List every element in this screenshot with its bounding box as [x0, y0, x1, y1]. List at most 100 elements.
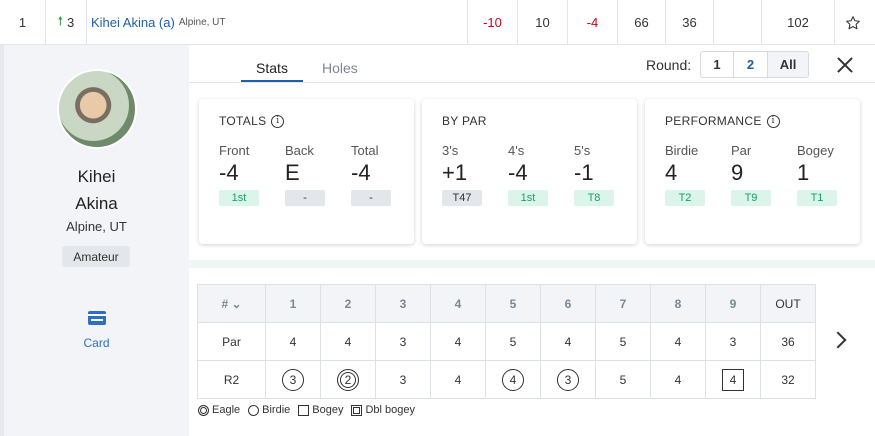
par-value: 5 — [595, 322, 651, 361]
total-cell: 102 — [762, 0, 835, 45]
out-header: OUT — [760, 284, 816, 323]
movement-value: 3 — [66, 15, 75, 30]
double-bogey-legend-icon — [351, 404, 363, 416]
par-value: 3 — [705, 322, 761, 361]
totals-card: TOTALS i Front -4 1st Back E - Total -4 - — [199, 99, 414, 244]
close-icon[interactable] — [835, 55, 855, 75]
thru-cell: 10 — [518, 0, 568, 45]
hole-number: 2 — [320, 284, 376, 323]
totals-title: TOTALS i — [219, 114, 285, 128]
by-par-title: BY PARi — [442, 114, 487, 128]
bogey-score: 4 — [722, 368, 744, 391]
player-cell: Kihei Akina (a) Alpine, UT — [87, 0, 468, 45]
bogey-legend-icon — [298, 404, 310, 416]
hole-sort-header[interactable]: # ⌄ — [197, 284, 266, 323]
par-value: 5 — [485, 322, 541, 361]
chevron-right-icon[interactable] — [832, 331, 846, 349]
scorecard-icon[interactable] — [88, 311, 106, 325]
legend-eagle: Eagle — [212, 404, 241, 416]
eagle-score: 2 — [337, 368, 359, 391]
legend-bogey: Bogey — [312, 404, 344, 416]
rank-chip: T8 — [574, 190, 614, 206]
par-row: Par 4 4 3 4 5 4 5 4 3 36 — [197, 322, 816, 361]
stat-value: -4 — [351, 160, 371, 185]
birdie-legend-icon — [248, 404, 260, 416]
leaderboard-row[interactable]: 1 🠕 3 Kihei Akina (a) Alpine, UT -10 10 … — [0, 0, 875, 45]
stat-value: 9 — [731, 160, 744, 185]
par-out: 36 — [760, 322, 816, 361]
stat-label: 5's — [574, 143, 591, 158]
rank-chip: 1st — [219, 190, 259, 206]
par-score: 4 — [454, 372, 462, 387]
hole-number: 1 — [265, 284, 321, 323]
eagle-legend-icon — [198, 404, 209, 416]
stat-value: -4 — [508, 160, 528, 185]
status-badge: Amateur — [62, 246, 130, 267]
tab-stats[interactable]: Stats — [241, 60, 303, 83]
hole-number: 7 — [595, 284, 651, 323]
score-legend: Eagle Birdie Bogey Dbl bogey — [198, 404, 415, 416]
stat-value: +1 — [442, 160, 468, 185]
position-cell: 1 — [0, 0, 46, 45]
card-link[interactable]: Card — [83, 336, 110, 350]
rank-chip: - — [351, 190, 391, 206]
stat-value: 1 — [797, 160, 810, 185]
round-selector: 1 2 All — [700, 51, 809, 78]
rank-chip: T1 — [797, 190, 837, 206]
stat-label: Par — [731, 143, 752, 158]
player-name-link[interactable]: Kihei Akina (a) — [91, 15, 175, 30]
par-score: 3 — [399, 372, 407, 387]
par-value: 4 — [320, 322, 376, 361]
round3-cell — [714, 0, 762, 45]
stat-label: Front — [219, 143, 250, 158]
hole-number: 6 — [540, 284, 596, 323]
info-icon[interactable]: i — [271, 114, 285, 128]
hole-number: 9 — [705, 284, 761, 323]
birdie-score: 3 — [557, 368, 579, 391]
tabs-divider — [189, 82, 875, 83]
by-par-card: BY PARi 3's +1 T47 4's -4 1st 5's -1 T8 — [422, 99, 637, 244]
stat-label: Total — [351, 143, 379, 158]
hole-row: # ⌄ 1 2 3 4 5 6 7 8 9 OUT — [197, 284, 816, 323]
rank-chip: T2 — [665, 190, 705, 206]
stat-label: Bogey — [797, 143, 834, 158]
legend-dbl-bogey: Dbl bogey — [365, 404, 416, 416]
round1-cell: 66 — [618, 0, 666, 45]
stat-value: -4 — [219, 160, 239, 185]
hole-number: 4 — [430, 284, 486, 323]
legend-birdie: Birdie — [262, 404, 291, 416]
stat-value: -1 — [574, 160, 594, 185]
player-last-name: Akina — [75, 194, 118, 213]
rank-chip: T47 — [442, 190, 482, 206]
stat-label: 3's — [442, 143, 459, 158]
par-value: 4 — [540, 322, 596, 361]
par-value: 4 — [265, 322, 321, 361]
round-1-button[interactable]: 1 — [701, 52, 734, 77]
stat-label: Birdie — [665, 143, 699, 158]
favorite-star-icon[interactable] — [835, 0, 871, 45]
player-location: Alpine, UT — [178, 17, 226, 28]
hole-number: 8 — [650, 284, 706, 323]
section-divider — [189, 260, 875, 268]
par-value: 3 — [375, 322, 431, 361]
today-cell: -4 — [568, 0, 618, 45]
score-out: 32 — [760, 360, 816, 399]
to-par-cell: -10 — [468, 0, 518, 45]
par-label: Par — [197, 322, 266, 361]
round-score-row: R2 3 2 3 4 4 3 5 4 4 32 — [197, 360, 816, 399]
par-score: 4 — [674, 372, 682, 387]
info-icon[interactable]: i — [766, 114, 780, 128]
par-score: 5 — [619, 372, 627, 387]
tab-holes[interactable]: Holes — [322, 60, 358, 76]
stat-label: Back — [285, 143, 314, 158]
round-all-button[interactable]: All — [768, 52, 808, 77]
performance-card: PERFORMANCE i Birdie 4 T2 Par 9 T9 Bogey 1 T1 — [645, 99, 860, 244]
par-value: 4 — [650, 322, 706, 361]
movement-cell: 🠕 3 — [46, 0, 87, 45]
stat-label: 4's — [508, 143, 525, 158]
arrow-up-icon: 🠕 — [57, 14, 63, 28]
stat-value: E — [285, 160, 300, 185]
player-profile-location: Alpine, UT — [66, 219, 127, 234]
round-2-button[interactable]: 2 — [734, 52, 768, 77]
avatar — [57, 69, 137, 149]
